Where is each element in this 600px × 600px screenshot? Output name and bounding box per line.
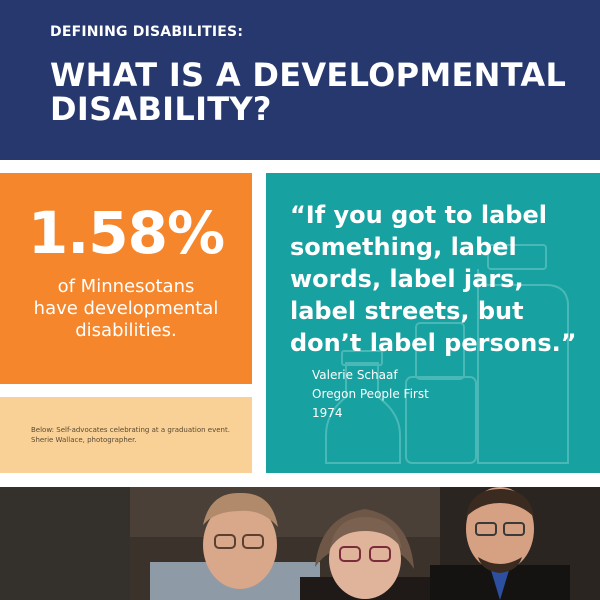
quote-panel: “If you got to label something, label wo… <box>266 173 600 473</box>
photo-caption-line: Below: Self-advocates celebrating at a g… <box>31 426 230 434</box>
statistic-caption: of Minnesotans have developmental disabi… <box>33 276 219 341</box>
header-banner: DEFINING DISABILITIES: WHAT IS A DEVELOP… <box>0 0 600 160</box>
quote-organization: Oregon People First <box>312 387 429 401</box>
section-kicker: DEFINING DISABILITIES: <box>50 24 244 40</box>
photo-caption-panel: Below: Self-advocates celebrating at a g… <box>0 397 252 473</box>
quote-attribution: Valerie Schaaf Oregon People First 1974 <box>312 366 429 423</box>
statistic-value: 1.58% <box>27 199 225 267</box>
page-title: WHAT IS A DEVELOPMENTAL DISABILITY? <box>50 56 567 128</box>
quote-author: Valerie Schaaf <box>312 368 398 382</box>
statistic-panel: 1.58% of Minnesotans have developmental … <box>0 173 252 384</box>
photo-caption: Below: Self-advocates celebrating at a g… <box>31 425 246 445</box>
group-photo-illustration <box>0 487 600 600</box>
photo-credit: Sherie Wallace, photographer. <box>31 436 137 444</box>
group-photo <box>0 487 600 600</box>
quote-text: “If you got to label something, label wo… <box>290 201 577 357</box>
jar-illustration <box>325 244 569 464</box>
quote-year: 1974 <box>312 406 343 420</box>
